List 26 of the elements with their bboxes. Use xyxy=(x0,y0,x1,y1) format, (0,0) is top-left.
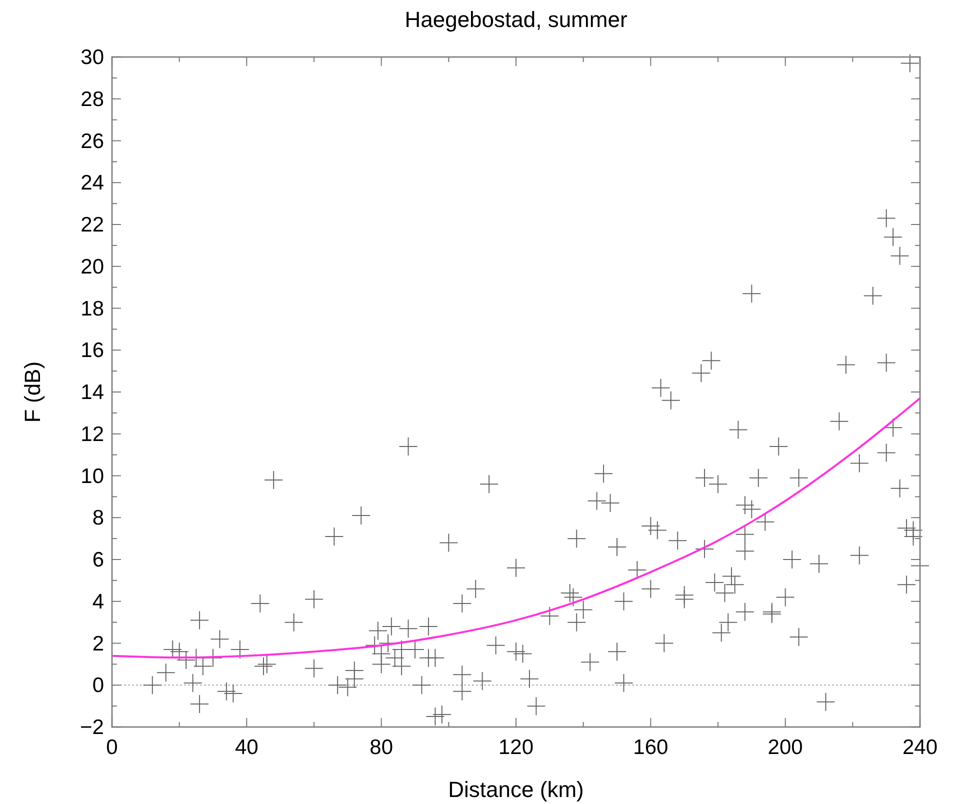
y-tick-label: 18 xyxy=(80,297,104,320)
y-axis-title: F (dB) xyxy=(20,361,45,423)
x-axis-title: Distance (km) xyxy=(448,777,584,802)
x-tick-label: 200 xyxy=(768,736,803,759)
y-tick-label: −2 xyxy=(80,716,104,739)
x-tick-label: 40 xyxy=(234,736,258,759)
y-tick-label: 10 xyxy=(80,464,104,488)
x-tick-label: 120 xyxy=(498,736,534,759)
y-tick-label: 14 xyxy=(80,381,104,404)
y-tick-label: 2 xyxy=(92,632,104,656)
y-tick-label: 6 xyxy=(92,548,104,572)
x-tick-label: 240 xyxy=(902,736,938,759)
y-tick-label: 20 xyxy=(80,255,104,278)
x-tick-label: 80 xyxy=(370,736,394,759)
y-tick-label: 4 xyxy=(92,590,104,614)
y-tick-label: 0 xyxy=(92,674,104,698)
y-tick-label: 30 xyxy=(80,46,104,69)
x-tick-label: 160 xyxy=(633,736,668,759)
y-tick-label: 22 xyxy=(80,214,104,236)
y-tick-label: 12 xyxy=(80,422,104,446)
y-tick-label: 16 xyxy=(80,339,104,362)
y-tick-label: 24 xyxy=(80,172,104,195)
y-tick-label: 8 xyxy=(92,506,104,530)
y-tick-label: 26 xyxy=(80,130,104,153)
y-tick-label: 28 xyxy=(80,88,104,111)
chart-title: Haegebostad, summer xyxy=(404,7,628,32)
